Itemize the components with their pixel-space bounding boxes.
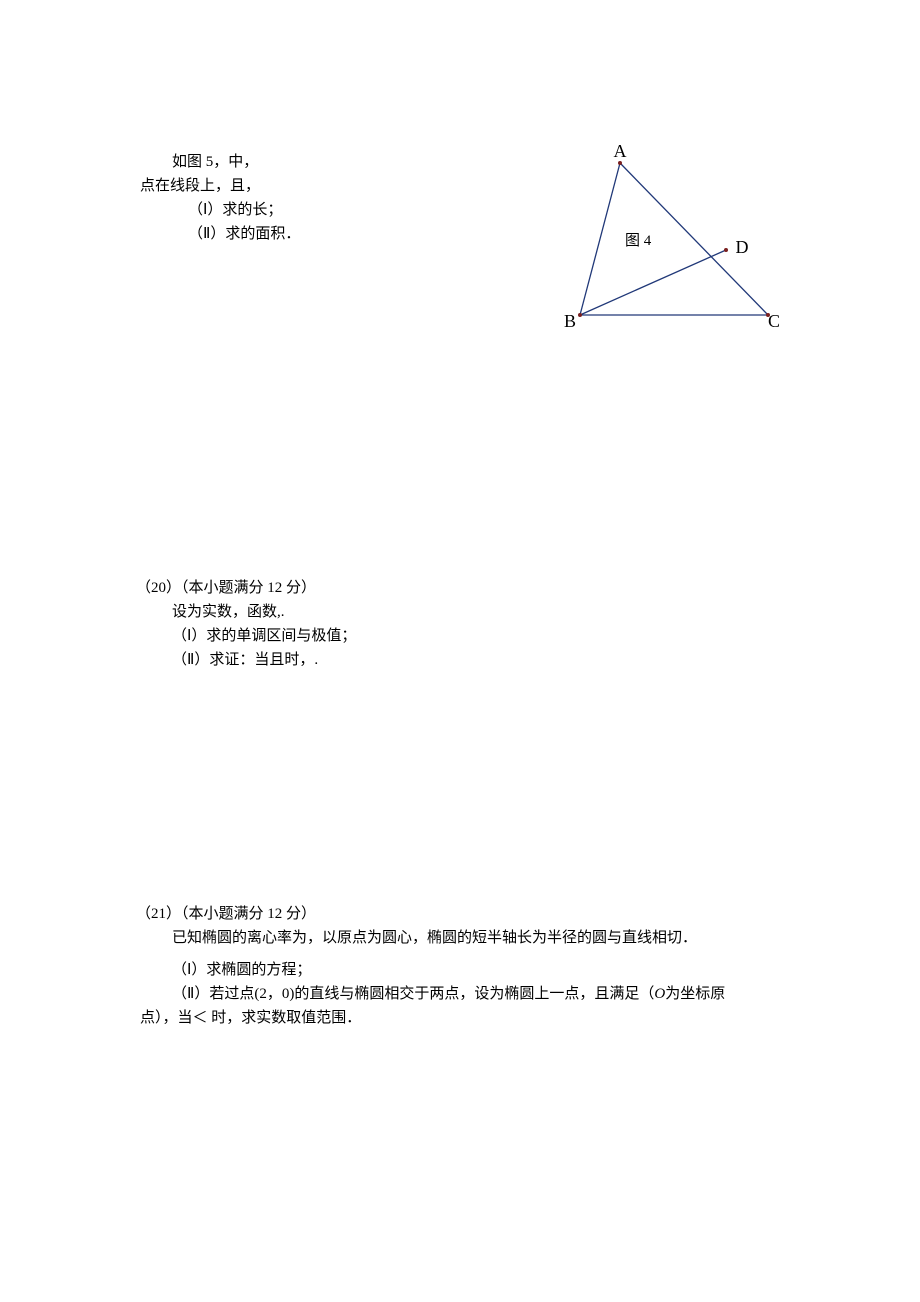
q21-heading: （21）（本小题满分 12 分） (136, 902, 780, 926)
triangle-svg: A B C D 图 4 (530, 145, 790, 345)
q20-line-1: 设为实数，函数,. (140, 600, 780, 624)
q21-line-4: 点），当＜ 时，求实数取值范围． (140, 1006, 780, 1030)
q21-line-3: （Ⅱ）若过点(2，0)的直线与椭圆相交于两点，设为椭圆上一点，且满足（O为坐标原 (140, 982, 780, 1006)
q21-line-3b: O (654, 986, 665, 1002)
svg-text:C: C (768, 311, 780, 331)
svg-text:D: D (736, 237, 749, 257)
triangle-figure: A B C D 图 4 (530, 145, 790, 345)
q21-line-3a: （Ⅱ）若过点(2，0)的直线与椭圆相交于两点，设为椭圆上一点，且满足（ (172, 986, 654, 1002)
svg-text:B: B (564, 311, 576, 331)
svg-text:图 4: 图 4 (625, 232, 652, 249)
q20-line-3: （Ⅱ）求证：当且时，. (140, 648, 780, 672)
q21-line-3c: 为坐标原 (665, 986, 725, 1002)
svg-text:A: A (614, 145, 627, 161)
question-21: （21）（本小题满分 12 分） 已知椭圆的离心率为，以原点为圆心，椭圆的短半轴… (140, 902, 780, 1030)
q20-heading: （20）（本小题满分 12 分） (136, 576, 780, 600)
question-20: （20）（本小题满分 12 分） 设为实数，函数,. （Ⅰ）求的单调区间与极值；… (140, 576, 780, 672)
q21-line-2: （Ⅰ）求椭圆的方程； (140, 958, 780, 982)
q20-line-2: （Ⅰ）求的单调区间与极值； (140, 624, 780, 648)
question-19: 如图 5，中， 点在线段上，且， （Ⅰ）求的长； （Ⅱ）求的面积． ABCD图 … (140, 150, 780, 246)
q21-line-1: 已知椭圆的离心率为，以原点为圆心，椭圆的短半轴长为半径的圆与直线相切． (140, 926, 780, 950)
